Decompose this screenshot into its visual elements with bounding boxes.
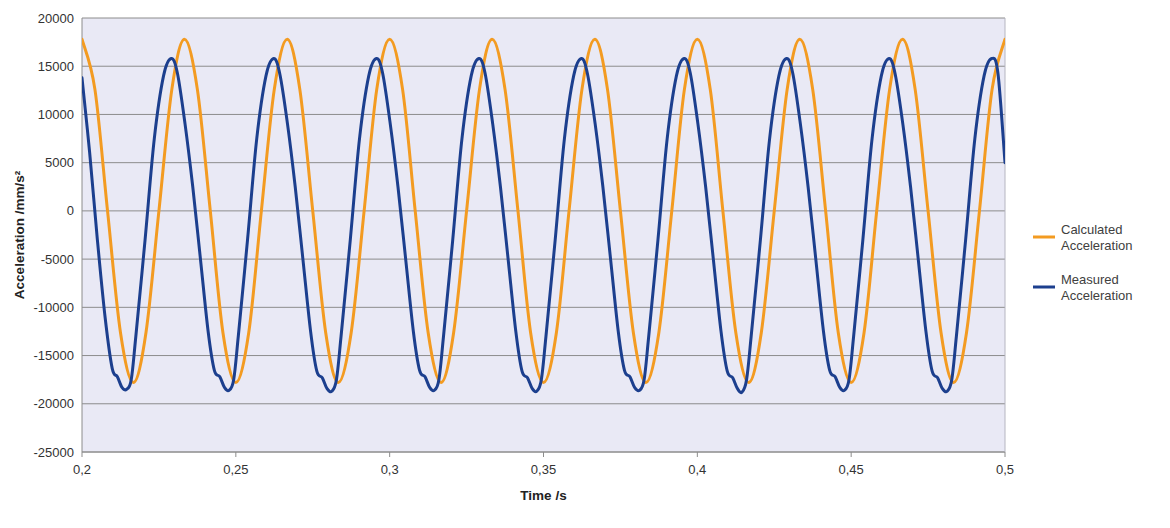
legend-label: CalculatedAcceleration: [1061, 222, 1133, 253]
x-tick-label: 0,45: [839, 462, 864, 477]
legend-swatch: [1033, 286, 1055, 289]
grid-line: [82, 403, 1005, 404]
x-axis-title: Time /s: [520, 488, 566, 503]
grid-line: [82, 18, 1005, 19]
y-tick-label: 0: [67, 203, 74, 218]
plot-frame-right: [1005, 18, 1006, 452]
x-tick: [235, 452, 236, 457]
y-tick-label: 15000: [38, 59, 74, 74]
grid-line: [82, 114, 1005, 115]
y-tick-label: -20000: [34, 396, 74, 411]
y-axis-title: Acceleration /mm/s²: [12, 170, 27, 299]
legend-label-line: Acceleration: [1061, 238, 1133, 253]
x-tick-label: 0,25: [223, 462, 248, 477]
legend-label-line: Measured: [1061, 272, 1119, 287]
x-tick: [82, 452, 83, 457]
y-tick-label: 20000: [38, 11, 74, 26]
x-tick-label: 0,2: [73, 462, 91, 477]
y-tick-label: -5000: [41, 252, 74, 267]
legend-label-line: Calculated: [1061, 222, 1122, 237]
plot-area: [82, 18, 1005, 452]
x-tick-label: 0,3: [381, 462, 399, 477]
legend: CalculatedAccelerationMeasuredAccelerati…: [1033, 222, 1133, 303]
legend-label: MeasuredAcceleration: [1061, 272, 1133, 303]
x-tick-label: 0,4: [688, 462, 706, 477]
legend-swatch: [1033, 236, 1055, 239]
grid-line: [82, 66, 1005, 67]
y-tick-label: -15000: [34, 348, 74, 363]
x-tick-label: 0,35: [531, 462, 556, 477]
y-tick-label: -10000: [34, 300, 74, 315]
y-tick-label: 10000: [38, 107, 74, 122]
x-tick: [389, 452, 390, 457]
chart-container: -25000 -20000 -15000 -10000 -5000 0 5000 10000 1…: [0, 0, 1170, 528]
x-tick-label: 0,5: [996, 462, 1014, 477]
background: [0, 0, 1170, 528]
y-tick-label: 5000: [45, 155, 74, 170]
x-tick: [1005, 452, 1006, 457]
legend-label-line: Acceleration: [1061, 288, 1133, 303]
x-tick: [697, 452, 698, 457]
grid-line: [82, 259, 1005, 260]
y-tick-label: -25000: [34, 445, 74, 460]
series-line: [82, 58, 1005, 392]
x-tick: [543, 452, 544, 457]
x-tick: [851, 452, 852, 457]
series-group: [82, 39, 1005, 392]
grid-line: [82, 162, 1005, 163]
chart-svg: -25000 -20000 -15000 -10000 -5000 0 5000 10000 1…: [0, 0, 1170, 528]
